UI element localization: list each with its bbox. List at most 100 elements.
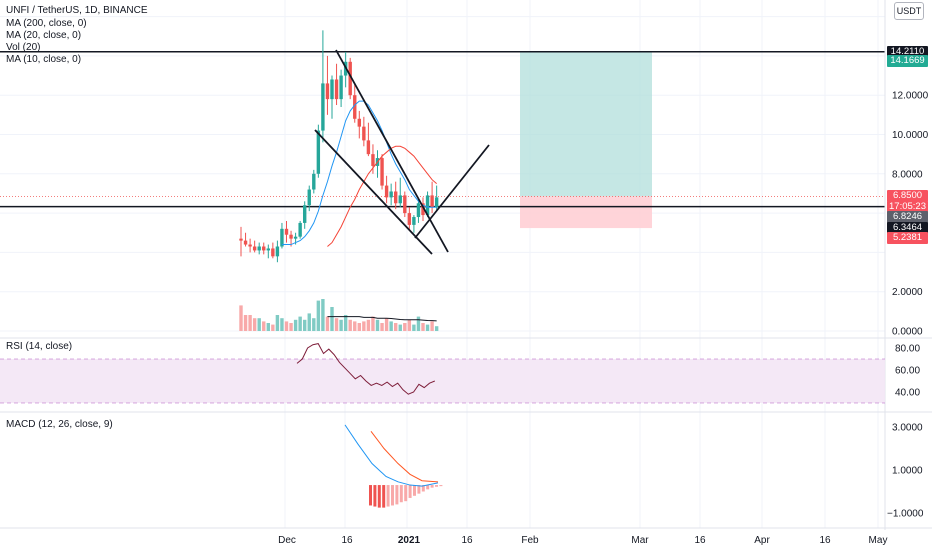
candle-body [280,228,284,247]
horizontal-lines[interactable] [0,51,885,208]
rsi-pane [0,343,885,404]
volume-bar [321,299,325,331]
volume-bar [257,318,261,331]
volume-bar [389,321,393,331]
volume-bar [289,323,293,331]
candle-body [325,83,330,100]
rsi-band [0,359,885,403]
trendline [314,129,433,255]
candle-body [316,130,321,174]
candle-body [403,195,407,214]
ma-fast-line [281,100,437,246]
macd-axis-label: −1.0000 [887,509,924,520]
trendline [335,49,449,253]
macd-axis-label: 3.0000 [892,423,923,434]
volume-bar [325,316,330,331]
time-axis-label: 16 [461,535,473,546]
candle-body [430,195,434,208]
price-tag: 14.1669 [887,54,928,67]
candle-body [252,246,257,251]
candle-body [271,248,275,257]
time-axis-label: 16 [819,535,831,546]
candle-body [421,203,425,216]
macd-histogram-bar [435,485,438,487]
price-axis[interactable]: 12.0000 10.0000 8.0000 2.0000 0.0000 80.00 60.… [887,91,929,520]
volume-bar [421,323,425,331]
price-tag: 14.2110 [887,45,928,58]
volume-bar [362,321,366,331]
volume-bar [266,323,270,331]
candle-body [330,79,334,100]
volume-bar [280,318,284,331]
time-axis[interactable]: Dec 16 2021 16 Feb Mar 16 Apr 16 May [278,535,887,546]
candlestick-series [239,30,439,263]
macd-histogram-bar [430,485,434,488]
candle-body [412,217,416,225]
candle-body [248,244,252,247]
macd-histogram-bar [391,485,394,506]
volume-ma-line [327,316,437,322]
candle-body [307,189,311,206]
stop-zone [520,196,652,229]
price-tag: 5.2381 [887,232,928,245]
volume-bar [430,321,434,331]
volume-bar [262,321,266,331]
trendline-drawings[interactable] [314,49,490,255]
candle-body [303,205,307,223]
volume-bar [375,319,380,331]
macd-histogram-bar [382,485,386,508]
symbol-title[interactable]: UNFI / TetherUS, 1D, BINANCE [6,5,148,16]
candle-body [389,191,393,198]
candle-body [380,158,384,186]
rsi-label[interactable]: RSI (14, close) [6,341,73,352]
macd-histogram-bar [413,485,416,496]
indicator-label-ma20[interactable]: MA (20, close, 0) [6,30,82,41]
long-position-tool[interactable] [520,51,652,229]
macd-axis-label: 1.0000 [892,466,923,477]
rsi-line [296,343,435,395]
candle-body [312,173,316,190]
candle-body [357,118,361,127]
volume-bar [371,316,375,331]
volume-bar [248,315,252,331]
rsi-axis-label: 60.00 [895,366,920,377]
time-axis-label: Dec [278,535,296,546]
volume-bar [407,319,412,331]
volume-bar [339,319,343,331]
candle-body [334,79,339,100]
chart-grid [0,0,885,528]
macd-histogram-bar [408,485,412,498]
volume-bar [307,313,311,331]
volume-bar [357,323,361,331]
price-tag: 17:05:23 [887,200,928,213]
candle-body [371,154,375,166]
macd-histogram-bar [404,485,408,502]
macd-histogram-bar [395,485,399,505]
indicator-label-vol[interactable]: Vol (20) [6,42,41,53]
volume-bar [416,316,421,331]
candle-body [339,75,343,100]
volume-bar [334,318,339,331]
volume-bar [275,315,280,331]
candle-body [348,61,352,96]
time-axis-label: 16 [694,535,706,546]
volume-bar [394,323,398,331]
candle-body [434,197,439,208]
macd-histogram-bar [386,485,390,507]
volume-bar [434,326,439,331]
volume-bar [366,319,371,331]
macd-signal-line [370,430,439,483]
moving-averages [281,100,437,247]
indicator-label-ma10[interactable]: MA (10, close, 0) [6,54,82,65]
macd-label[interactable]: MACD (12, 26, close, 9) [6,419,113,430]
candle-body [239,238,243,241]
currency-button[interactable]: USDT [894,2,924,20]
ma-slow-line [327,145,437,247]
price-axis-label: 8.0000 [892,169,923,180]
candle-body [353,95,357,119]
target-zone [520,51,652,197]
volume-bar [284,321,289,331]
candle-body [275,246,280,257]
indicator-label-ma200[interactable]: MA (200, close, 0) [6,18,87,29]
